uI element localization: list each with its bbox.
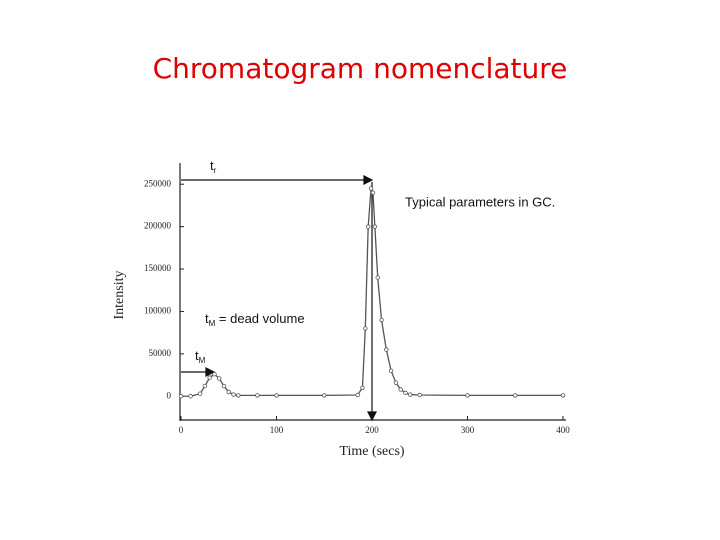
x-tick-label: 0	[179, 425, 184, 435]
data-point	[216, 376, 222, 381]
data-point	[365, 224, 371, 229]
data-point	[207, 375, 212, 380]
data-point	[384, 347, 389, 352]
dead-arrow-label: tM	[195, 348, 206, 365]
note: Typical parameters in GC.	[405, 194, 555, 209]
data-point	[403, 390, 408, 396]
data-point	[236, 393, 241, 398]
data-point	[226, 389, 231, 395]
arrow-head	[363, 175, 374, 185]
arrows	[181, 175, 377, 422]
axes	[179, 163, 566, 421]
data-point	[188, 394, 193, 399]
data-point	[560, 393, 566, 398]
data-point	[379, 317, 384, 323]
y-tick-label: 50000	[149, 348, 172, 358]
data-point	[408, 392, 413, 397]
data-point	[372, 224, 378, 229]
x-tick-label: 400	[556, 425, 570, 435]
data-point	[398, 387, 403, 392]
data-point	[221, 383, 227, 389]
y-tick-label: 0	[167, 390, 172, 400]
data-point	[513, 393, 518, 398]
data-point	[255, 393, 260, 398]
data-point	[355, 392, 360, 398]
data-point	[417, 392, 422, 398]
data-point	[178, 394, 184, 399]
data-point	[375, 275, 380, 280]
slide-title: Chromatogram nomenclature	[153, 52, 568, 85]
data-point	[322, 393, 327, 398]
y-axis-label: Intensity	[112, 271, 127, 320]
data-point	[363, 326, 368, 331]
data-point	[393, 380, 399, 385]
retention-label: tr	[210, 158, 217, 175]
data-point	[212, 371, 217, 377]
data-point	[388, 368, 394, 374]
data-point	[465, 393, 470, 398]
y-tick-label: 100000	[144, 305, 172, 315]
data-point	[368, 186, 374, 191]
arrow-head	[205, 367, 216, 377]
x-axis-label: Time (secs)	[339, 444, 405, 459]
data-point	[360, 385, 365, 390]
data-point	[370, 190, 376, 195]
x-tick-label: 200	[365, 425, 379, 435]
x-tick-label: 300	[461, 425, 475, 435]
y-tick-label: 200000	[144, 221, 172, 231]
data-point	[202, 383, 208, 389]
data-point	[274, 393, 279, 398]
y-tick-label: 250000	[144, 178, 172, 188]
dead-label: tM = dead volume	[205, 311, 305, 328]
x-tick-label: 100	[270, 425, 284, 435]
data-point	[197, 391, 203, 396]
data-point	[231, 392, 236, 397]
y-tick-label: 150000	[144, 263, 172, 273]
